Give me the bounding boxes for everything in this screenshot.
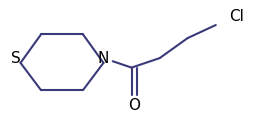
Text: S: S (11, 51, 21, 66)
Text: N: N (98, 51, 109, 66)
Text: Cl: Cl (229, 9, 244, 24)
Text: O: O (128, 98, 140, 113)
